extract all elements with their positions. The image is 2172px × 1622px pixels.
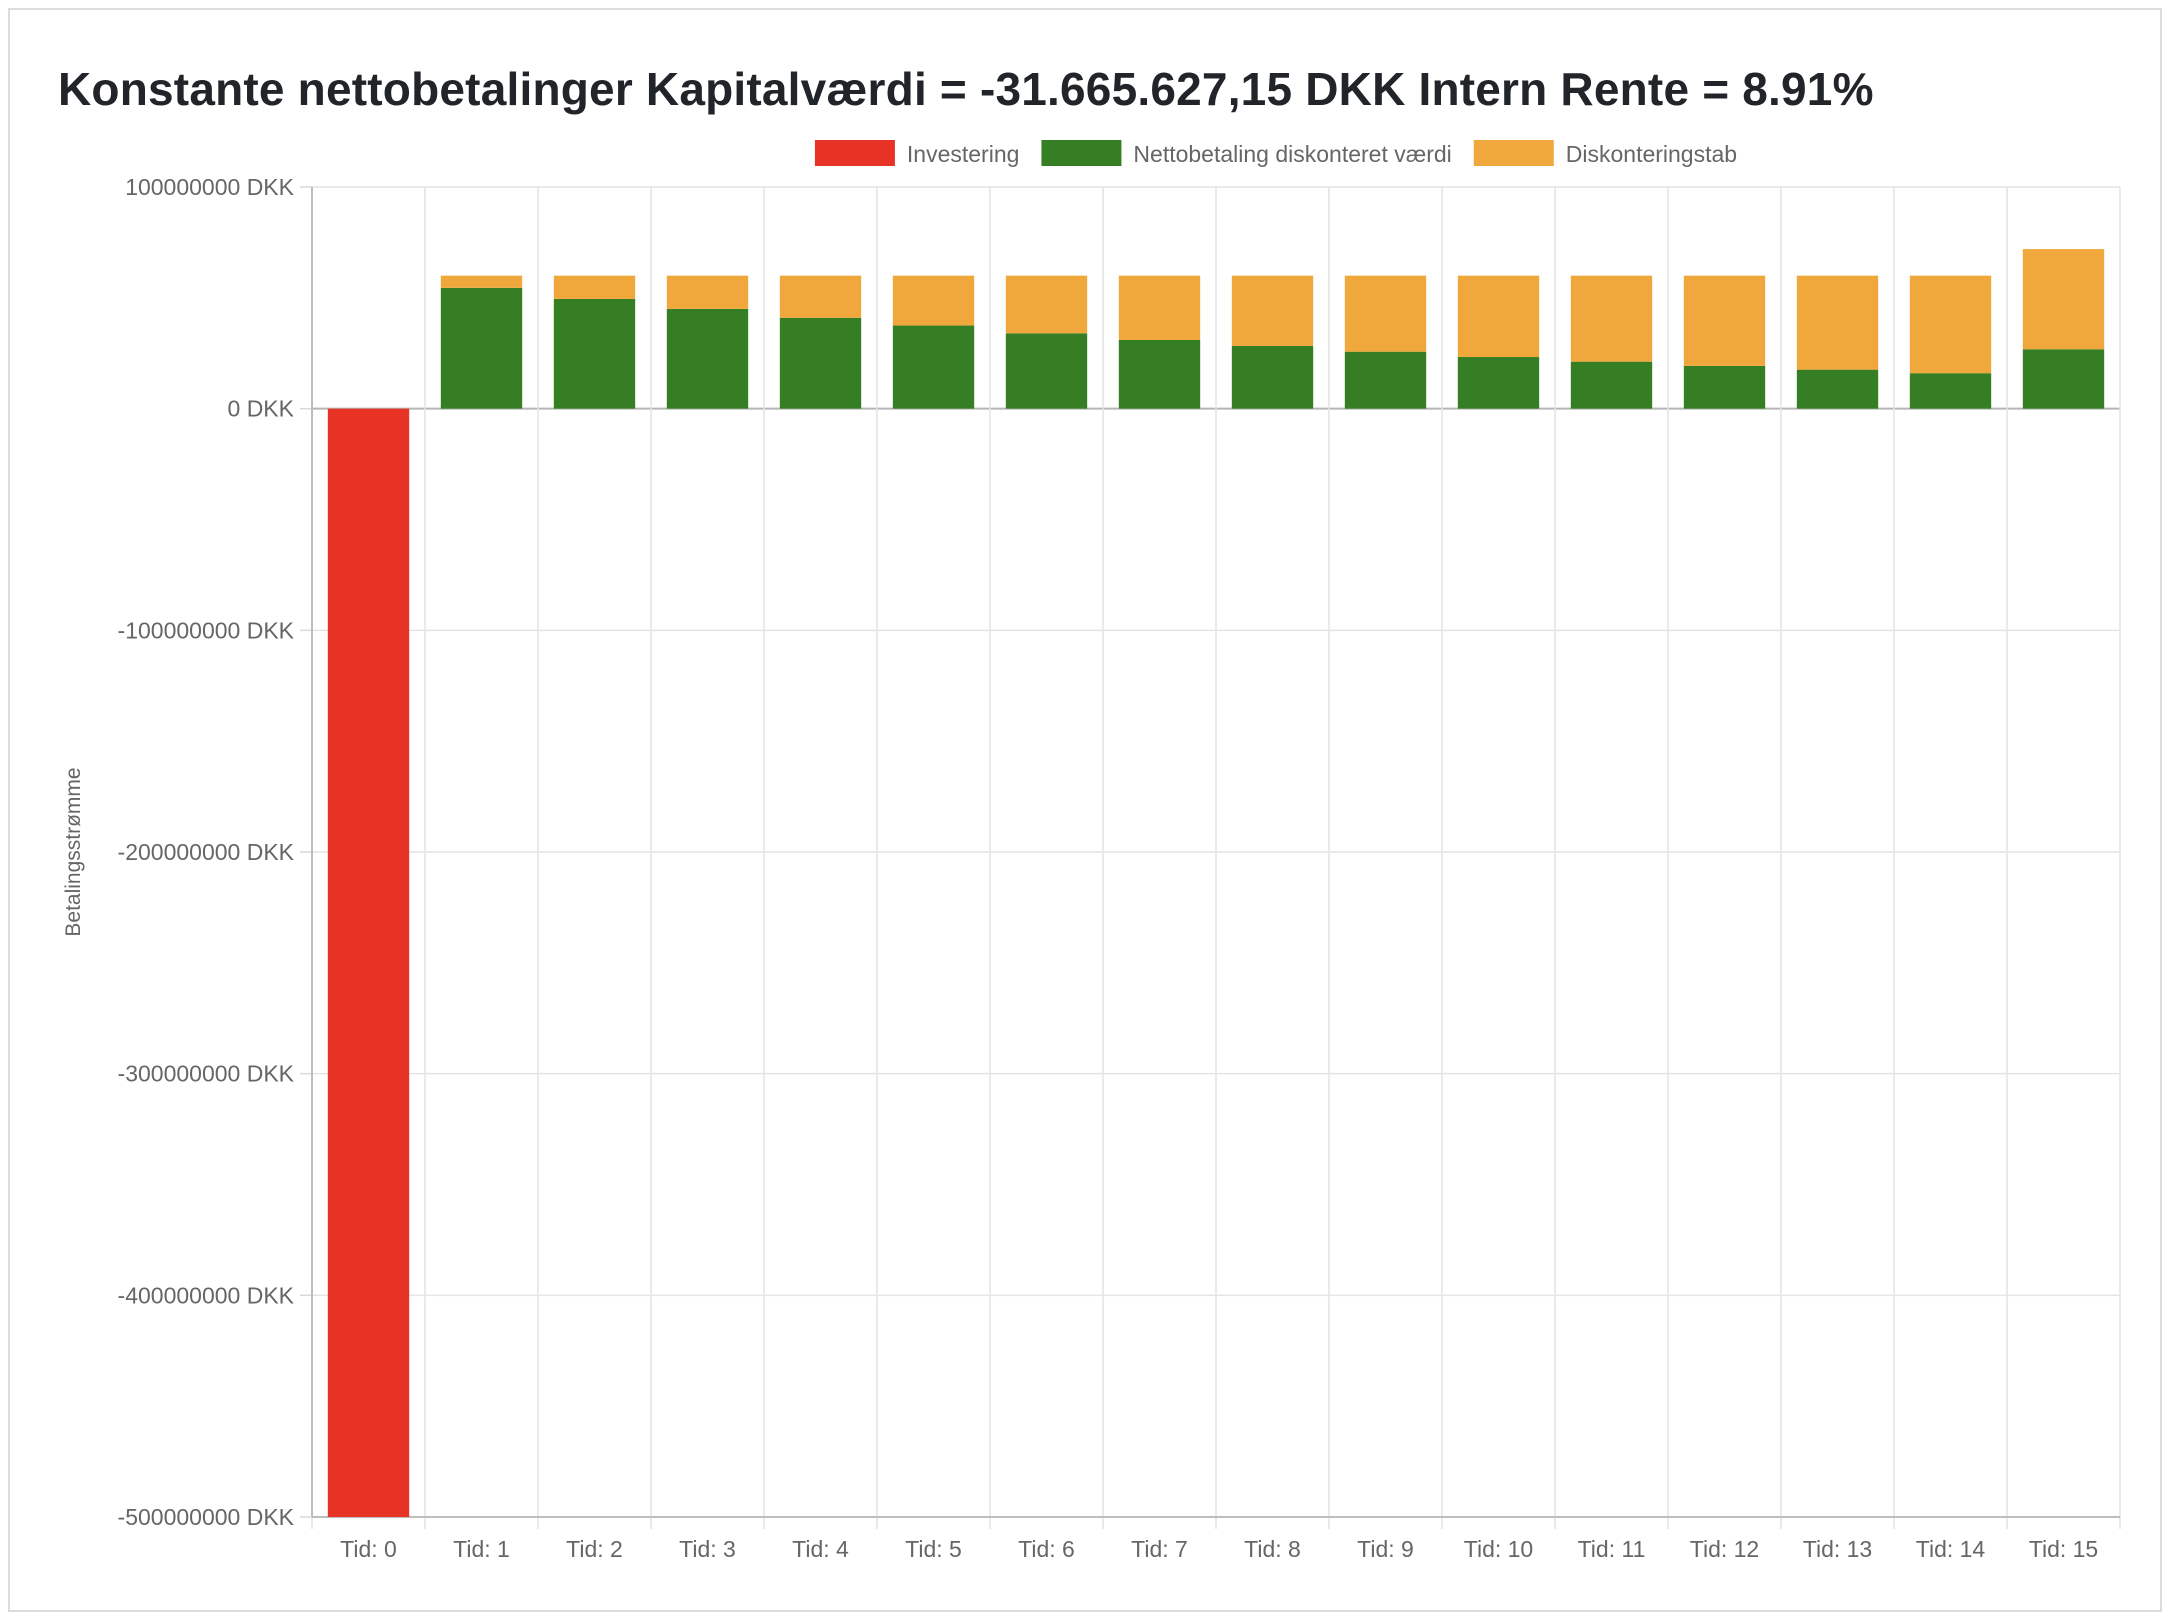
- bar-diskonteringstab-9: [1344, 275, 1427, 352]
- bar-diskonteringstab-3: [666, 275, 749, 309]
- x-tick-label: Tid: 8: [1244, 1536, 1301, 1562]
- bar-investering-0: [327, 408, 410, 1518]
- x-tick-label: Tid: 3: [679, 1536, 736, 1562]
- legend-swatch: [1473, 140, 1554, 166]
- bar-nettobetaling-diskonteret-v-rdi-12: [1683, 365, 1766, 409]
- y-tick-label: -500000000 DKK: [118, 1504, 295, 1530]
- y-tick-label: 100000000 DKK: [125, 174, 294, 200]
- y-tick-label: -400000000 DKK: [118, 1282, 295, 1308]
- x-tick-label: Tid: 0: [340, 1536, 397, 1562]
- bar-diskonteringstab-1: [440, 275, 523, 288]
- bar-diskonteringstab-10: [1457, 275, 1540, 358]
- bar-nettobetaling-diskonteret-v-rdi-14: [1909, 373, 1992, 409]
- bar-nettobetaling-diskonteret-v-rdi-9: [1344, 351, 1427, 409]
- legend-label: Investering: [907, 141, 1020, 167]
- x-tick-label: Tid: 13: [1803, 1536, 1872, 1562]
- bar-nettobetaling-diskonteret-v-rdi-7: [1118, 339, 1201, 409]
- bar-nettobetaling-diskonteret-v-rdi-4: [779, 317, 862, 409]
- x-tick-label: Tid: 6: [1018, 1536, 1075, 1562]
- bar-diskonteringstab-4: [779, 275, 862, 318]
- y-tick-label: 0 DKK: [228, 396, 295, 422]
- bar-nettobetaling-diskonteret-v-rdi-3: [666, 308, 749, 409]
- bar-diskonteringstab-13: [1796, 275, 1879, 370]
- bar-diskonteringstab-7: [1118, 275, 1201, 340]
- y-tick-label: -200000000 DKK: [118, 839, 295, 865]
- bar-nettobetaling-diskonteret-v-rdi-2: [553, 298, 636, 409]
- legend-swatch: [814, 140, 895, 166]
- bar-nettobetaling-diskonteret-v-rdi-13: [1796, 369, 1879, 409]
- x-tick-label: Tid: 11: [1578, 1536, 1646, 1562]
- x-tick-label: Tid: 14: [1916, 1536, 1986, 1562]
- bar-diskonteringstab-6: [1005, 275, 1088, 334]
- bar-nettobetaling-diskonteret-v-rdi-10: [1457, 357, 1540, 409]
- x-tick-label: Tid: 9: [1357, 1536, 1414, 1562]
- x-tick-label: Tid: 4: [792, 1536, 849, 1562]
- bar-nettobetaling-diskonteret-v-rdi-1: [440, 287, 523, 409]
- legend-label: Nettobetaling diskonteret værdi: [1133, 141, 1451, 167]
- chart-title: Konstante nettobetalinger Kapitalværdi =…: [58, 63, 1874, 115]
- x-tick-label: Tid: 10: [1464, 1536, 1533, 1562]
- legend-label: Diskonteringstab: [1566, 141, 1737, 167]
- y-tick-label: -100000000 DKK: [118, 617, 295, 643]
- bar-nettobetaling-diskonteret-v-rdi-6: [1005, 333, 1088, 409]
- bar-diskonteringstab-15: [2022, 249, 2105, 350]
- bar-diskonteringstab-11: [1570, 275, 1653, 362]
- x-tick-label: Tid: 12: [1690, 1536, 1759, 1562]
- x-tick-label: Tid: 2: [566, 1536, 623, 1562]
- bar-nettobetaling-diskonteret-v-rdi-11: [1570, 361, 1653, 409]
- bar-diskonteringstab-14: [1909, 275, 1992, 374]
- x-tick-label: Tid: 1: [453, 1536, 510, 1562]
- bar-nettobetaling-diskonteret-v-rdi-8: [1231, 345, 1314, 409]
- bar-diskonteringstab-2: [553, 275, 636, 299]
- bar-nettobetaling-diskonteret-v-rdi-5: [892, 325, 975, 409]
- y-axis-title: Betalingsstrømme: [62, 767, 85, 936]
- bar-diskonteringstab-8: [1231, 275, 1314, 346]
- bar-nettobetaling-diskonteret-v-rdi-15: [2022, 349, 2105, 409]
- y-tick-label: -300000000 DKK: [118, 1061, 295, 1087]
- x-tick-label: Tid: 15: [2029, 1536, 2098, 1562]
- bar-diskonteringstab-12: [1683, 275, 1766, 366]
- x-tick-label: Tid: 7: [1131, 1536, 1188, 1562]
- legend-swatch: [1041, 140, 1122, 166]
- bar-diskonteringstab-5: [892, 275, 975, 326]
- x-tick-label: Tid: 5: [905, 1536, 962, 1562]
